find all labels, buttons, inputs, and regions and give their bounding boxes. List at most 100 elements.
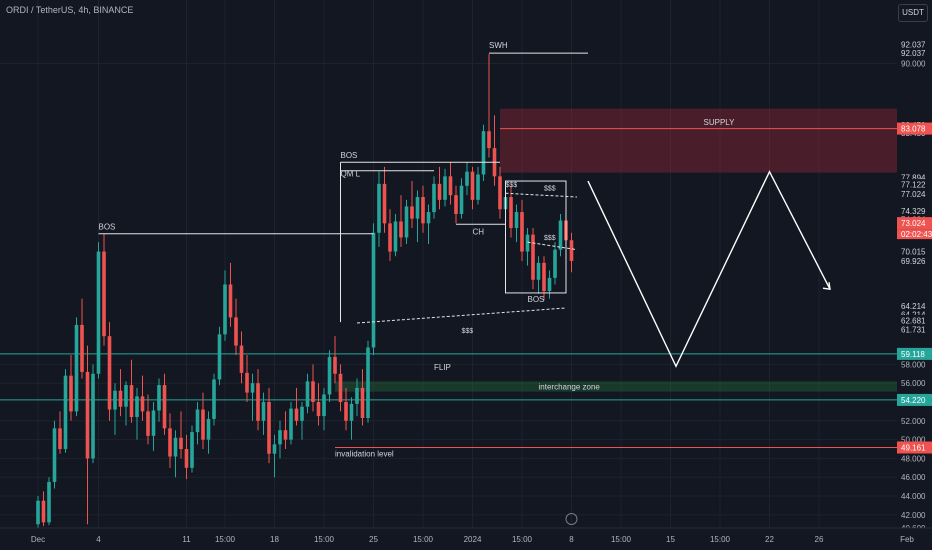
candle-body xyxy=(322,394,326,417)
price-level-bg xyxy=(897,245,932,257)
candle-body xyxy=(63,375,68,450)
ch-label: CH xyxy=(473,227,485,236)
price-tick-label: 90.000 xyxy=(901,60,926,69)
candle-body xyxy=(316,402,321,417)
price-level-bg xyxy=(897,323,932,335)
candle-body xyxy=(459,185,464,214)
candle-body xyxy=(102,251,106,337)
bos-label-1: BOS xyxy=(99,223,116,232)
price-level-label: 70.015 xyxy=(901,247,926,256)
time-tick-label: 22 xyxy=(765,535,774,544)
time-tick-label: 15 xyxy=(666,535,675,544)
candle-body xyxy=(256,383,260,421)
candle-body xyxy=(261,402,266,421)
candle-body xyxy=(36,500,40,525)
price-tag xyxy=(897,217,932,230)
price-level-label: 62.681 xyxy=(901,316,926,325)
candle-body xyxy=(283,430,288,440)
price-level-bg xyxy=(897,179,932,191)
candle-body xyxy=(525,234,530,252)
price-level-bg xyxy=(897,309,932,321)
price-level-bg xyxy=(897,171,932,183)
price-level-label: 92.037 xyxy=(901,40,926,49)
price-tag xyxy=(897,441,932,454)
candle-body xyxy=(547,277,552,292)
time-tick-label: 15:00 xyxy=(413,535,434,544)
bos-box-3 xyxy=(505,180,567,294)
bos-label-2: BOS xyxy=(341,151,358,160)
price-level-bg xyxy=(897,314,932,326)
candle-body xyxy=(58,428,62,450)
candle-body xyxy=(168,428,172,457)
candle-body xyxy=(349,403,354,421)
price-tick-label: 46.000 xyxy=(901,473,926,482)
candle-body xyxy=(371,232,376,348)
price-tick-label: 52.000 xyxy=(901,417,926,426)
candle-body xyxy=(388,223,392,252)
candle-body xyxy=(47,481,51,523)
candle-body xyxy=(355,387,359,404)
lightning-icon xyxy=(565,513,578,525)
time-tick-label: 11 xyxy=(182,535,191,544)
candle-body xyxy=(146,411,150,436)
liquidity-line-1 xyxy=(505,192,578,198)
candle-body xyxy=(272,444,277,454)
candle-body xyxy=(432,183,436,213)
price-tag xyxy=(897,122,932,135)
candle-body xyxy=(195,409,200,433)
candle-body xyxy=(360,387,365,418)
time-tick-label: 15:00 xyxy=(215,535,236,544)
candle-body xyxy=(344,402,348,421)
candle-body xyxy=(278,430,282,445)
time-axis[interactable]: Dec 4 11 15:00 18 15:00 25 15:00 2024 15:00 8 15:00… xyxy=(0,527,932,550)
price-axis[interactable]: 90.000 58.000 56.000 52.000 50.000 48.000 46.0… xyxy=(897,0,932,533)
price-tick-label: 58.000 xyxy=(901,360,926,369)
price-tag-label: 73.024 xyxy=(901,219,926,228)
candle-body xyxy=(135,396,139,418)
price-level-bg xyxy=(897,300,932,312)
candle-body xyxy=(377,183,381,233)
time-tick-label: Feb xyxy=(900,535,914,544)
time-tick-label: 15:00 xyxy=(512,535,533,544)
candle-body xyxy=(69,375,73,412)
candle-body xyxy=(234,317,238,346)
candle-body xyxy=(382,183,387,224)
price-tick-label: 48.000 xyxy=(901,454,926,463)
candle-body xyxy=(553,249,557,278)
currency-button[interactable]: USDT xyxy=(898,4,928,22)
price-level-label: 69.926 xyxy=(901,257,926,266)
candle-body xyxy=(481,131,486,175)
price-tag xyxy=(897,393,932,406)
candle-body xyxy=(470,171,475,200)
price-level-bg xyxy=(897,47,932,59)
candle-body xyxy=(426,212,431,224)
drawings: BOS BOS QM L SWH CH BOS $$$ $$$ $$$ $$$ SUPPLY FLIP… xyxy=(98,41,831,525)
price-level-label: 64.214 xyxy=(901,302,926,311)
time-tick-label: 15:00 xyxy=(710,535,731,544)
projection-path xyxy=(587,170,831,368)
time-tick-label: 4 xyxy=(96,535,101,544)
price-tag-label: 83.078 xyxy=(901,125,926,134)
candle-body xyxy=(113,390,117,410)
time-tick-label: 25 xyxy=(369,535,378,544)
grid-lines xyxy=(0,0,908,529)
price-tag-label: 54.220 xyxy=(901,396,926,405)
symbol-title: ORDI / TetherUS, 4h, BINANCE xyxy=(6,5,134,15)
candle-body xyxy=(179,437,183,450)
time-tick-label: 8 xyxy=(569,535,574,544)
candle-body xyxy=(476,174,480,200)
candle-body xyxy=(140,396,145,412)
candle-body xyxy=(305,381,310,407)
liquidity-label-3: $$$ xyxy=(544,235,556,242)
invalidation-label: invalidation level xyxy=(335,450,394,459)
candle-body xyxy=(173,437,178,457)
liquidity-label-1: $$$ xyxy=(506,182,518,189)
zones xyxy=(0,108,897,449)
candle-body xyxy=(91,373,95,459)
candle-body xyxy=(223,284,227,335)
candle-body xyxy=(536,262,541,280)
candle-body xyxy=(415,197,420,219)
candle-body xyxy=(393,221,398,252)
price-tick-label: 44.000 xyxy=(901,492,926,501)
